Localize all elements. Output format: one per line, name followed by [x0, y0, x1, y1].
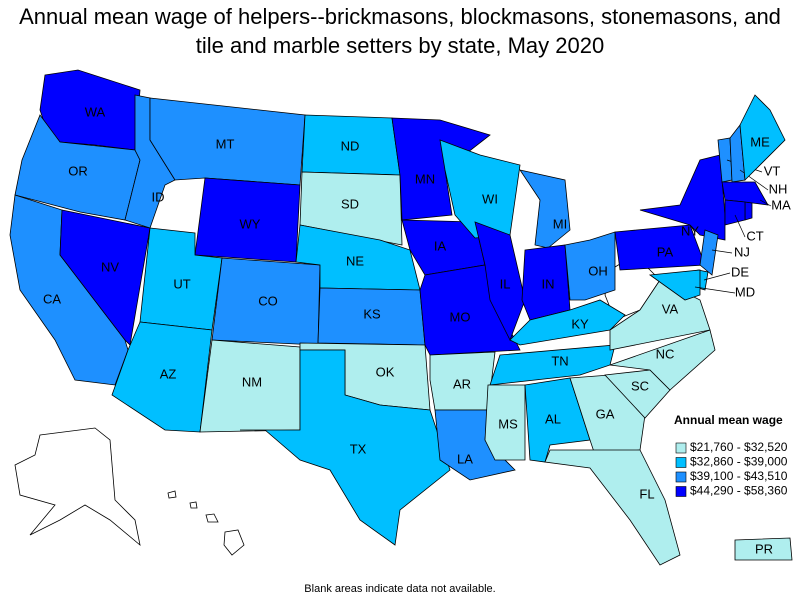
leader-line	[694, 286, 736, 294]
state-label: MN	[415, 171, 435, 186]
legend-title: Annual mean wage	[674, 413, 783, 427]
state-label: UT	[173, 276, 190, 291]
state-label: KY	[571, 316, 589, 331]
state-shape	[240, 349, 451, 546]
state-shape	[489, 344, 616, 386]
state-label: AR	[453, 376, 471, 391]
state-label: MD	[735, 284, 755, 299]
state-label: NE	[346, 253, 364, 268]
state-label: MS	[498, 416, 518, 431]
state-label: IA	[434, 238, 447, 253]
legend-swatch	[675, 442, 687, 454]
legend-swatch	[675, 457, 687, 468]
state-shape	[721, 181, 769, 206]
footnote: Blank areas indicate data not available.	[304, 583, 495, 595]
state-label: NC	[656, 346, 675, 361]
state-shape	[564, 231, 616, 301]
state-label: OR	[68, 163, 88, 178]
state-ak	[14, 427, 141, 547]
legend-label: $44,290 - $58,360	[690, 484, 788, 498]
state-shape	[111, 321, 213, 433]
legend-swatch	[675, 471, 687, 483]
state-label: PA	[657, 244, 674, 259]
state-label: MT	[216, 136, 235, 151]
state-label: KS	[363, 306, 381, 321]
state-shape	[724, 199, 746, 226]
state-label: MI	[553, 216, 567, 231]
state-label: NJ	[734, 244, 750, 259]
state-shape	[734, 537, 793, 561]
state-shape	[299, 171, 403, 246]
state-label: VT	[764, 163, 781, 178]
state-shape	[59, 209, 151, 346]
legend-swatch	[675, 486, 687, 497]
state-label: ID	[152, 189, 165, 204]
state-shape	[648, 269, 701, 301]
legend-label: $39,100 - $43,510	[690, 469, 788, 483]
states: WA OR CA NV ID MT WY UT AZ CO NM ND SD NE KS OK TX MN IA MO…	[9, 69, 793, 566]
state-label: WY	[240, 216, 261, 231]
leader-line	[759, 199, 772, 207]
state-label: FL	[639, 486, 654, 501]
state-label: VA	[662, 301, 679, 316]
legend-label: $21,760 - $32,520	[690, 440, 788, 454]
state-label: AZ	[160, 366, 177, 381]
leader-line	[703, 272, 731, 281]
state-shape	[739, 94, 786, 181]
state-label: CA	[43, 291, 61, 306]
state-shape	[484, 384, 526, 461]
state-shape	[509, 299, 626, 346]
state-label: WA	[85, 104, 106, 119]
state-shape	[609, 329, 716, 391]
state-label: ME	[750, 134, 770, 149]
state-shape	[544, 449, 681, 566]
state-shape	[699, 229, 719, 276]
state-label: AL	[545, 411, 561, 426]
state-label: CT	[746, 228, 763, 243]
state-hi	[167, 490, 245, 556]
state-label: LA	[457, 451, 473, 466]
state-label: OK	[376, 364, 395, 379]
state-ri	[744, 201, 753, 221]
state-label: PR	[755, 541, 773, 556]
state-label: SC	[631, 378, 649, 393]
state-label: NM	[242, 374, 262, 389]
legend-label: $32,860 - $39,000	[690, 455, 788, 469]
state-label: IL	[500, 276, 511, 291]
state-label: GA	[596, 406, 615, 421]
state-shape	[519, 169, 571, 249]
state-label: MO	[450, 309, 471, 324]
state-shape	[391, 117, 491, 221]
state-label: CO	[258, 293, 278, 308]
state-label: NH	[769, 181, 788, 196]
state-shape	[39, 69, 141, 151]
state-label: WI	[482, 191, 498, 206]
leader-line	[734, 214, 746, 238]
state-label: SD	[341, 196, 359, 211]
state-label: IN	[542, 276, 555, 291]
state-label: NY	[681, 223, 699, 238]
leader-line	[711, 249, 733, 254]
legend: Annual mean wage $21,760 - $32,520$32,86…	[674, 413, 788, 498]
state-label: ND	[341, 138, 360, 153]
state-label: NV	[101, 259, 119, 274]
blank-areas	[14, 201, 753, 556]
state-label: TN	[551, 353, 568, 368]
state-label: OH	[588, 263, 608, 278]
state-label: TX	[350, 441, 367, 456]
state-label: DE	[731, 264, 749, 279]
state-label: MA	[771, 197, 791, 212]
map-title: Annual mean wage of helpers--brickmasons…	[19, 4, 781, 58]
